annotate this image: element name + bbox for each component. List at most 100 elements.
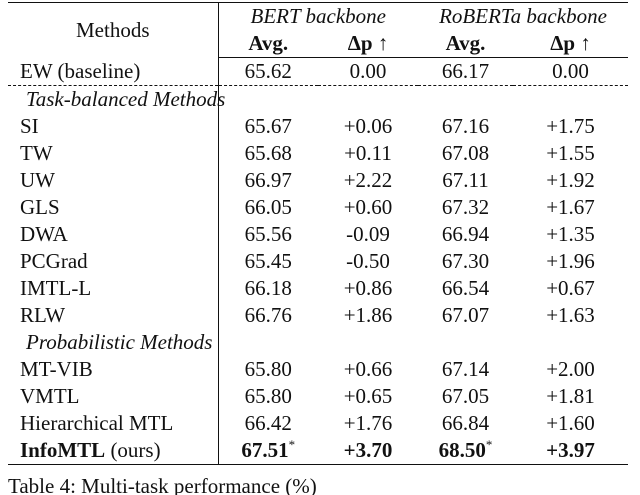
method-cell: EW (baseline) [8,57,219,86]
caption: Table 4: Multi-task performance (%) [8,474,317,495]
table-row: InfoMTL (ours) 67.51* +3.70 68.50* +3.97 [8,437,628,465]
method-name: InfoMTL [20,438,106,462]
method-cell: GLS [8,194,219,221]
table-row: GLS 66.05 +0.60 67.32 +1.67 [8,194,628,221]
value-cell: +3.97 [513,437,628,465]
value-cell: +2.00 [546,357,595,381]
value: +3.97 [546,438,595,462]
table-body: Methods BERT backbone RoBERTa backbone A… [8,2,628,465]
method-cell: PCGrad [8,248,219,275]
table-row: RLW 66.76 +1.86 67.07 +1.63 [8,302,628,329]
value-cell: +1.96 [546,249,595,273]
value-cell: +0.86 [343,276,393,300]
metric-header: Avg. [218,30,318,58]
table-row: EW (baseline) 65.62 0.00 66.17 0.00 [8,57,628,86]
value-cell: +1.63 [546,303,595,327]
empty-cell [418,329,513,356]
method-cell: DWA [8,221,219,248]
method-cell: UW [8,167,219,194]
value-cell: -0.09 [346,222,390,246]
value-cell: 66.17 [418,57,513,86]
value-cell: 67.11 [442,168,489,192]
significance-mark: * [485,437,493,452]
empty-cell [513,329,628,356]
metric-header: Δp ↑ [513,30,628,58]
value-cell: 66.76 [244,303,292,327]
value-cell: +1.67 [546,195,595,219]
value-cell: 0.00 [513,57,628,86]
value-cell: 65.80 [244,357,292,381]
value-cell: +1.76 [343,411,393,435]
empty-cell [318,86,418,114]
header-cell: Methods [8,2,219,58]
value-cell: 67.51* [218,437,318,465]
value-cell: 67.16 [441,114,490,138]
value-cell: +1.55 [546,141,595,165]
header-row: Methods BERT backbone RoBERTa backbone [8,2,628,58]
section-row: Probabilistic Methods [8,329,628,356]
value-cell: 67.05 [441,384,490,408]
table-row: SI 65.67 +0.06 67.16 +1.75 [8,113,628,140]
method-cell: TW [8,140,219,167]
empty-cell [218,329,318,356]
empty-cell [513,86,628,114]
table-row: Hierarchical MTL 66.42 +1.76 66.84 +1.60 [8,410,628,437]
value-cell: -0.50 [346,249,390,273]
value-cell: 65.56 [244,222,292,246]
value-cell: +0.11 [344,141,392,165]
table-row: PCGrad 65.45 -0.50 67.30 +1.96 [8,248,628,275]
group-header: BERT backbone [218,2,418,30]
table-row: DWA 65.56 -0.09 66.94 +1.35 [8,221,628,248]
value-cell: 0.00 [318,57,418,86]
value-cell: +1.75 [546,114,595,138]
value-cell: 65.80 [244,384,292,408]
value-cell: 65.45 [244,249,292,273]
value-cell: +0.06 [343,114,393,138]
value-cell: 66.18 [244,276,292,300]
value-cell: 65.67 [244,114,292,138]
value-cell: +3.70 [318,437,418,465]
value-cell: 66.94 [441,222,490,246]
value-cell: +2.22 [343,168,393,192]
value-cell: +0.60 [343,195,393,219]
method-cell: MT-VIB [8,356,219,383]
table-row: MT-VIB 65.80 +0.66 67.14 +2.00 [8,356,628,383]
value-cell: +0.65 [343,384,393,408]
method-cell: Hierarchical MTL [8,410,219,437]
value-cell: +1.81 [546,384,595,408]
method-suffix: (ours) [110,438,161,462]
method-cell: RLW [8,302,219,329]
value-cell: 67.30 [441,249,490,273]
value-cell: 66.84 [441,411,490,435]
empty-cell [318,329,418,356]
section-title: Probabilistic Methods [8,329,219,356]
section-title: Task-balanced Methods [8,85,225,113]
empty-cell [218,86,318,114]
value-cell: +1.35 [546,222,595,246]
value-cell: 68.50* [418,437,513,465]
significance-mark: * [288,437,296,452]
metric-header: Avg. [418,30,513,58]
table-row: IMTL-L 66.18 +0.86 66.54 +0.67 [8,275,628,302]
table-row: TW 65.68 +0.11 67.08 +1.55 [8,140,628,167]
method-cell: InfoMTL (ours) [8,437,219,465]
value-cell: +1.92 [546,168,595,192]
section-row: Task-balanced Methods [8,85,628,114]
group-header: RoBERTa backbone [418,2,628,30]
value-cell: +1.60 [546,411,595,435]
value-cell: 66.54 [441,276,490,300]
value-cell: +1.86 [343,303,393,327]
value-cell: 67.14 [441,357,490,381]
value-cell: 66.05 [244,195,292,219]
value-cell: 66.42 [244,411,292,435]
value: 68.50 [438,438,486,462]
metric-header: Δp ↑ [318,30,418,58]
value-cell: 66.97 [244,168,292,192]
empty-cell [418,86,513,114]
value: 67.51 [241,438,289,462]
value-cell: 65.62 [218,57,318,86]
value-cell: 67.07 [441,303,490,327]
header-row: Avg. Δp ↑ Avg. Δp ↑ [8,30,628,58]
value-cell: 67.08 [441,141,490,165]
